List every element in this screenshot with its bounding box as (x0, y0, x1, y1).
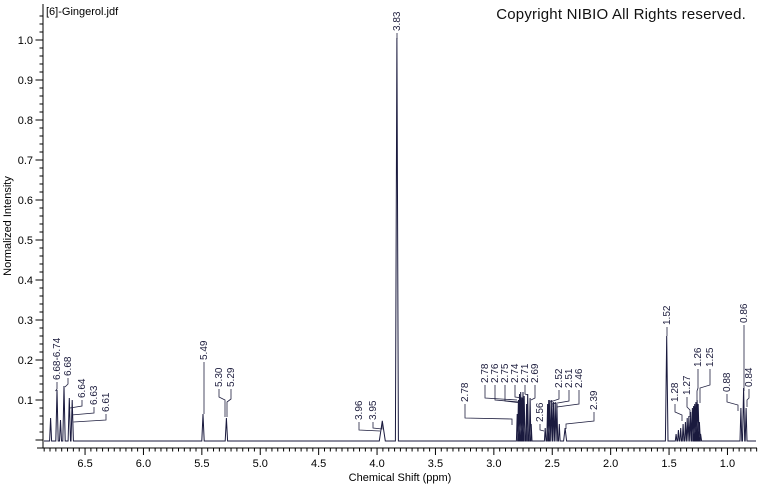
y-tick-label: 0.7 (18, 155, 33, 167)
peak-label-leader (504, 385, 522, 404)
spectrum-filename-label: [6]-Gingerol.jdf (46, 6, 119, 18)
x-tick-label: 6.0 (136, 458, 151, 470)
peak-label: 2.75 (500, 363, 511, 383)
y-tick-label: 0.3 (18, 315, 33, 327)
peak-label-leader (696, 369, 699, 401)
y-tick-label: 1.0 (18, 35, 33, 47)
peak-label: 1.25 (705, 347, 716, 367)
peak-label-leader (549, 390, 560, 406)
peak-label: 3.95 (368, 400, 379, 420)
x-tick-label: 3.5 (428, 458, 443, 470)
peak-label-leader (64, 378, 69, 388)
spectrum-trace (44, 37, 756, 442)
peak-annotations: 6.68-6.74 6.686.64 6.63 6.61 5.49 5.30 5.29 3.9… (52, 11, 755, 432)
peak-label-leader (565, 412, 595, 429)
peak-label-leader (71, 407, 95, 416)
peak-label: 5.29 (226, 367, 237, 387)
peak-label: 1.27 (682, 375, 693, 395)
x-tick-label: 2.5 (545, 458, 560, 470)
peak-label-leader (539, 424, 545, 432)
peak-label-leader (464, 404, 513, 425)
peak-label: 2.52 (554, 368, 565, 388)
x-tick-label: 4.5 (311, 458, 326, 470)
x-tick-label: 4.0 (369, 458, 384, 470)
peak-label: 2.51 (564, 368, 575, 388)
peak-label: 3.96 (354, 400, 365, 420)
x-axis: 6.5 6.0 5.5 5.0 4.5 4.0 3.5 3.0 2.5 2.0 1.5 1.0 Chem… (37, 447, 758, 484)
peak-label: 6.64 (77, 378, 88, 398)
y-tick-label: 0.5 (18, 235, 33, 247)
peak-label-leader (358, 422, 381, 432)
peak-label-leader (514, 385, 524, 399)
peak-label-leader (530, 385, 536, 401)
peak-label-leader (551, 390, 570, 407)
peak-label-leader (674, 404, 683, 421)
peak-label-leader (494, 385, 520, 403)
peak-label: 6.61 (101, 392, 112, 412)
peak-label-leader (69, 400, 83, 409)
y-axis-title: Normalized Intensity (2, 176, 14, 276)
peak-label: 6.68 (63, 356, 74, 376)
peak-label: 6.63 (89, 385, 100, 405)
peak-label: 0.86 (739, 303, 750, 323)
y-tick-label: 0.6 (18, 195, 33, 207)
y-tick-label: 0.2 (18, 355, 33, 367)
x-tick-label: 5.0 (253, 458, 268, 470)
peak-label: 0.88 (722, 372, 733, 392)
peak-label: 1.28 (670, 382, 681, 402)
peak-label-leader (226, 389, 232, 417)
y-tick-label: 0.4 (18, 275, 33, 287)
peak-label-leader (746, 389, 750, 407)
peak-label: 2.39 (589, 390, 600, 410)
peak-label: 1.26 (693, 347, 704, 367)
peak-label: 2.71 (520, 363, 531, 383)
y-axis: 0.1 0.2 0.3 0.4 0.5 0.6 0.7 0.8 0.9 1.0 Normalized… (2, 4, 44, 448)
peak-label-leader (686, 397, 691, 417)
x-tick-label: 1.5 (661, 458, 676, 470)
y-tick-label: 0.8 (18, 115, 33, 127)
peak-label: 5.30 (214, 367, 225, 387)
peak-label-leader (556, 390, 580, 410)
peak-label-leader (726, 394, 739, 411)
y-tick-label: 0.1 (18, 395, 33, 407)
y-tick-label: 0.9 (18, 75, 33, 87)
x-tick-label: 2.0 (603, 458, 618, 470)
peak-label: 6.68-6.74 (52, 337, 63, 380)
peak-label: 2.74 (510, 363, 521, 383)
x-tick-label: 1.0 (720, 458, 735, 470)
x-tick-label: 5.5 (194, 458, 209, 470)
x-axis-title: Chemical Shift (ppm) (349, 472, 452, 484)
peak-label: 2.69 (530, 363, 541, 383)
peak-label: 5.49 (199, 340, 210, 360)
peak-label: 3.83 (392, 11, 403, 31)
x-tick-label: 3.0 (486, 458, 501, 470)
peak-label-leader (699, 369, 711, 403)
x-tick-label: 6.5 (77, 458, 92, 470)
peak-label-leader (218, 389, 226, 417)
peak-label: 2.76 (490, 363, 501, 383)
peak-label: 0.84 (744, 367, 755, 387)
peak-label: 2.78 (460, 382, 471, 402)
peak-label: 1.52 (662, 305, 673, 325)
peak-label-leader (73, 414, 107, 423)
peak-label-leader (372, 422, 383, 430)
peak-label: 2.78 (480, 363, 491, 383)
peak-label-leader (55, 382, 58, 392)
peak-label: 2.56 (535, 402, 546, 422)
copyright-notice: Copyright NIBIO All Rights reserved. (496, 6, 746, 23)
peak-label: 2.46 (574, 368, 585, 388)
peak-label-leader (524, 385, 528, 396)
peak-label-leader (484, 385, 518, 401)
